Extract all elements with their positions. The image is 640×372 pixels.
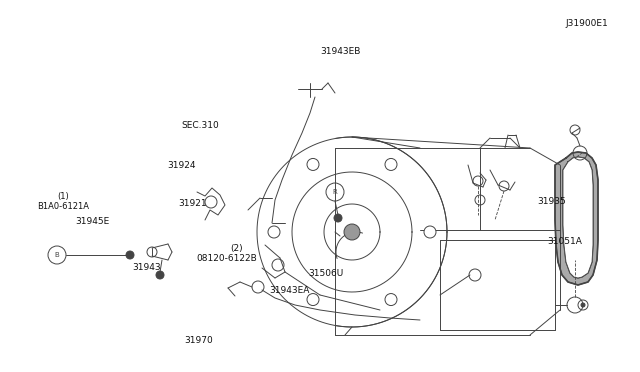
- Text: 31921: 31921: [178, 199, 207, 208]
- Text: 31970: 31970: [184, 336, 212, 345]
- Circle shape: [307, 294, 319, 305]
- Circle shape: [385, 294, 397, 305]
- Circle shape: [344, 224, 360, 240]
- Text: R: R: [333, 189, 337, 195]
- Polygon shape: [555, 152, 598, 285]
- Text: B1A0-6121A: B1A0-6121A: [36, 202, 89, 211]
- Text: SEC.310: SEC.310: [182, 121, 219, 130]
- Circle shape: [268, 226, 280, 238]
- Polygon shape: [563, 157, 593, 278]
- Circle shape: [307, 158, 319, 170]
- Circle shape: [156, 271, 164, 279]
- Text: B: B: [54, 252, 60, 258]
- Text: (1): (1): [57, 192, 68, 201]
- Text: 31943EB: 31943EB: [320, 47, 360, 56]
- Circle shape: [385, 158, 397, 170]
- Text: 31935: 31935: [538, 198, 566, 206]
- Text: 08120-6122B: 08120-6122B: [197, 254, 257, 263]
- Text: (2): (2): [230, 244, 243, 253]
- Text: 31945E: 31945E: [76, 217, 110, 226]
- Text: 31943EA: 31943EA: [269, 286, 310, 295]
- Circle shape: [334, 214, 342, 222]
- Text: 31051A: 31051A: [547, 237, 582, 246]
- Text: 31924: 31924: [167, 161, 196, 170]
- Text: 31943: 31943: [132, 263, 161, 272]
- Text: J31900E1: J31900E1: [565, 19, 608, 28]
- Circle shape: [126, 251, 134, 259]
- Text: 31506U: 31506U: [308, 269, 344, 278]
- Circle shape: [424, 226, 436, 238]
- Circle shape: [581, 303, 585, 307]
